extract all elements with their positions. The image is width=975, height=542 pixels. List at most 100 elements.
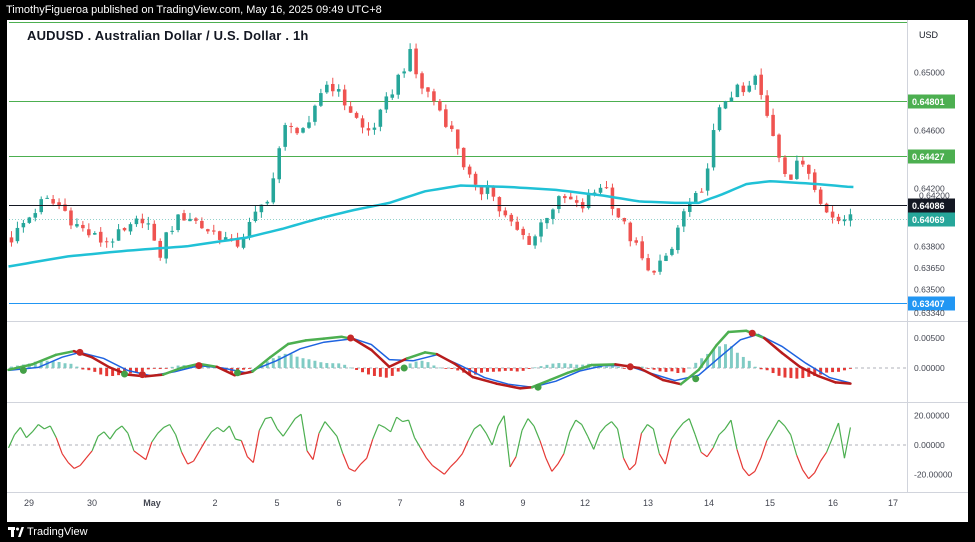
- time-tick-label: 2: [212, 498, 217, 508]
- candle: [104, 237, 109, 248]
- histogram-bar: [396, 368, 400, 372]
- momentum-segment: [115, 425, 123, 431]
- candle: [45, 195, 49, 199]
- histogram-bar: [361, 368, 364, 373]
- candle: [331, 77, 335, 97]
- candle-body: [455, 129, 460, 149]
- histogram-bar: [170, 366, 174, 368]
- candle-body: [438, 101, 442, 111]
- oscillator-main-segment: [304, 337, 326, 342]
- momentum-segment: [312, 433, 320, 460]
- histogram-bar: [337, 363, 341, 368]
- candle-body: [557, 196, 561, 209]
- candle: [479, 185, 484, 201]
- candle: [610, 183, 615, 216]
- candle-body: [807, 164, 811, 174]
- cross-dot: [347, 334, 355, 342]
- momentum-segment: [199, 440, 207, 452]
- candle-body: [75, 224, 79, 227]
- momentum-segment: [300, 414, 308, 451]
- chart-canvas[interactable]: 0.64801 0.64427 0.63407 USD 0.65000 0.64600 0.…: [7, 20, 968, 522]
- oscillator-main-segment: [405, 351, 427, 360]
- candle-body: [658, 260, 662, 272]
- candle-body: [188, 218, 192, 222]
- histogram-bar: [248, 368, 251, 369]
- time-tick-label: 5: [274, 498, 279, 508]
- candle: [206, 228, 210, 234]
- histogram-bar: [474, 368, 478, 375]
- momentum-segment: [246, 456, 254, 463]
- oscillator-main-segment: [370, 348, 391, 369]
- candle-body: [652, 270, 656, 273]
- candle-body: [33, 213, 38, 218]
- candle: [307, 115, 311, 129]
- candle-body: [271, 178, 276, 203]
- cross-dot: [121, 370, 129, 378]
- momentum-segment: [449, 460, 457, 468]
- candle-body: [795, 160, 799, 179]
- candle-body: [444, 109, 448, 127]
- momentum-segment: [31, 424, 39, 433]
- cross-dot: [748, 329, 756, 337]
- candle-body: [331, 83, 335, 92]
- time-tick-label: 14: [704, 498, 714, 508]
- candle-body: [801, 160, 805, 165]
- brand-name: TradingView: [27, 526, 88, 538]
- candle: [128, 222, 133, 235]
- histogram-bar: [152, 368, 156, 369]
- candle-body: [212, 230, 216, 232]
- oscillator-main-segment: [495, 382, 522, 390]
- time-tick-label: 9: [520, 498, 525, 508]
- momentum-segment: [270, 416, 278, 430]
- momentum-segment: [139, 454, 147, 461]
- histogram-bar: [230, 368, 234, 374]
- time-tick-label: 15: [765, 498, 775, 508]
- candle-body: [491, 185, 496, 197]
- candle-body: [313, 105, 317, 122]
- candle: [771, 108, 775, 137]
- oscillator-main-segment: [727, 329, 748, 334]
- candle-body: [217, 231, 222, 240]
- momentum-segment: [593, 433, 601, 450]
- momentum-segment: [814, 460, 822, 474]
- oscillator-main-segment: [518, 385, 534, 390]
- momentum-segment: [336, 436, 344, 454]
- candle-body: [116, 229, 121, 241]
- histogram-bar: [569, 363, 573, 368]
- candle: [515, 216, 519, 231]
- momentum-segment: [587, 435, 595, 450]
- oscillator-main-segment: [31, 353, 58, 366]
- histogram-bar: [295, 356, 299, 368]
- candle-body: [741, 85, 746, 93]
- candle: [21, 219, 26, 233]
- histogram-bar: [664, 368, 668, 372]
- momentum-segment: [629, 463, 636, 471]
- momentum-segment: [25, 431, 33, 439]
- candle: [69, 207, 73, 230]
- candle-body: [551, 209, 555, 219]
- momentum-segment: [7, 434, 16, 449]
- candle-body: [735, 84, 740, 98]
- tradingview-logo-icon: [8, 527, 24, 537]
- oscillator-tick-label: 0.00500: [914, 333, 945, 343]
- momentum-segment: [647, 424, 654, 430]
- candle: [366, 122, 371, 136]
- candle-body: [777, 134, 781, 158]
- momentum-segment: [288, 418, 296, 428]
- candle-body: [360, 118, 365, 128]
- candle-body: [771, 114, 775, 136]
- candle: [824, 202, 829, 214]
- histogram-bar: [622, 368, 626, 369]
- histogram-bar: [712, 349, 716, 368]
- candle-body: [87, 229, 91, 236]
- level-price-label: 0.64801: [912, 97, 945, 107]
- oscillator-main-segment: [548, 371, 570, 382]
- momentum-segment: [193, 450, 201, 462]
- oscillator-main-segment: [834, 381, 852, 385]
- chart-frame[interactable]: 0.64801 0.64427 0.63407 USD 0.65000 0.64600 0.…: [7, 20, 968, 522]
- candle: [313, 104, 317, 126]
- momentum-segment: [91, 435, 99, 452]
- histogram-bar: [33, 361, 37, 368]
- candle: [729, 91, 734, 102]
- candle: [408, 43, 412, 73]
